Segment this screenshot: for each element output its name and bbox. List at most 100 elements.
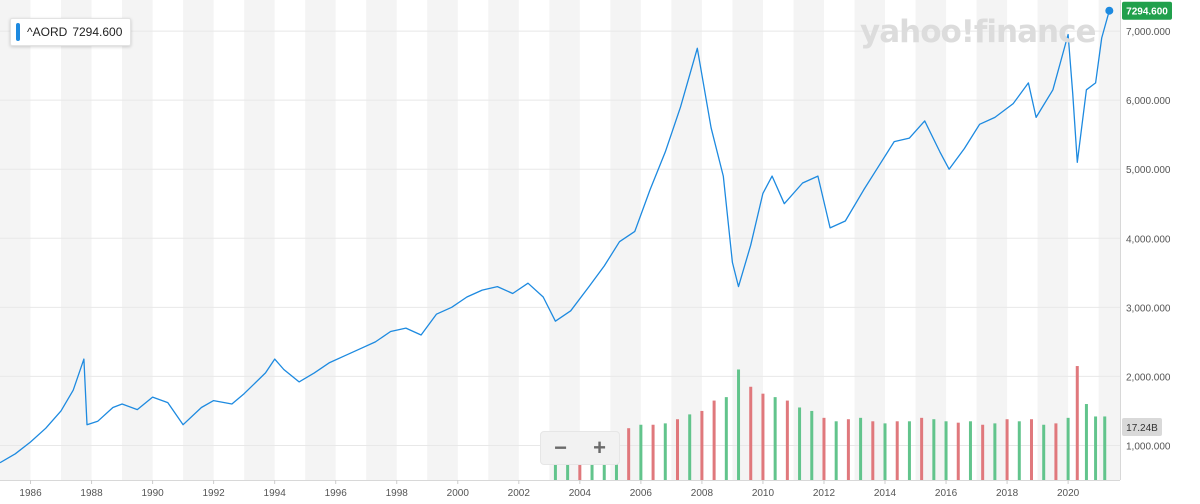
volume-bar xyxy=(1042,425,1045,480)
volume-bar xyxy=(1067,418,1070,480)
y-tick-label: 3,000.000 xyxy=(1126,303,1171,314)
year-band xyxy=(793,0,824,480)
volume-bar xyxy=(835,421,838,480)
x-tick-label: 1990 xyxy=(141,488,164,499)
volume-bar xyxy=(896,421,899,480)
x-tick-label: 2000 xyxy=(447,488,470,499)
volume-bar xyxy=(969,421,972,480)
year-band xyxy=(183,0,214,480)
year-band xyxy=(305,0,336,480)
zoom-in-button[interactable]: + xyxy=(585,433,615,463)
year-band xyxy=(854,0,885,480)
volume-bar xyxy=(957,423,960,480)
year-band xyxy=(671,0,702,480)
volume-bar xyxy=(786,401,789,480)
x-tick-label: 1998 xyxy=(386,488,409,499)
volume-bar xyxy=(945,421,948,480)
volume-bar xyxy=(1030,419,1033,480)
x-tick-label: 2020 xyxy=(1057,488,1080,499)
y-axis: 1,000.000 2,000.000 3,000.000 4,000.000 5,00… xyxy=(1121,0,1171,480)
x-axis: 1986 1988 1990 1992 1994 1996 1998 2000 2002 2004… xyxy=(0,480,1120,499)
x-tick-label: 2002 xyxy=(508,488,531,499)
volume-bar xyxy=(1076,366,1079,480)
last-price-marker xyxy=(1105,7,1113,15)
value-badges: 7294.600 17.24B xyxy=(1122,2,1172,436)
y-tick-label: 7,000.000 xyxy=(1126,27,1171,38)
series-color-marker xyxy=(16,23,20,41)
volume-bar xyxy=(1085,404,1088,480)
x-tick-label: 2018 xyxy=(996,488,1019,499)
volume-bar xyxy=(981,425,984,480)
volume-bar xyxy=(810,411,813,480)
volume-bar xyxy=(847,419,850,480)
volume-bar xyxy=(908,421,911,480)
year-band xyxy=(732,0,763,480)
year-band xyxy=(610,0,641,480)
year-bands xyxy=(0,0,1120,480)
yahoo-finance-logo: yahoo!finance xyxy=(860,14,1096,50)
y-tick-label: 4,000.000 xyxy=(1126,234,1171,245)
volume-bar xyxy=(700,411,703,480)
ticker-price: 7294.600 xyxy=(72,25,122,39)
volume-bar xyxy=(884,423,887,480)
volume-bar xyxy=(822,418,825,480)
year-band xyxy=(244,0,275,480)
y-tick-label: 5,000.000 xyxy=(1126,165,1171,176)
year-band xyxy=(1099,0,1120,480)
volume-bar xyxy=(652,425,655,480)
x-tick-label: 1996 xyxy=(325,488,348,499)
ticker-symbol: ^AORD xyxy=(27,25,67,39)
year-band xyxy=(61,0,92,480)
year-band xyxy=(427,0,458,480)
year-band xyxy=(549,0,580,480)
volume-bar xyxy=(688,414,691,480)
zoom-out-button[interactable]: − xyxy=(546,433,576,463)
year-band xyxy=(977,0,1008,480)
y-tick-label: 1,000.000 xyxy=(1126,441,1171,452)
year-band xyxy=(916,0,947,480)
volume-bar xyxy=(993,423,996,480)
volume-bar xyxy=(932,419,935,480)
volume-bar xyxy=(737,369,740,480)
volume-bar xyxy=(859,418,862,480)
x-tick-label: 2012 xyxy=(813,488,836,499)
volume-badge-label: 17.24B xyxy=(1126,423,1158,434)
volume-bar xyxy=(627,428,630,480)
volume-bar xyxy=(1094,416,1097,480)
volume-bar xyxy=(920,418,923,480)
volume-bar xyxy=(1018,421,1021,480)
x-tick-label: 1988 xyxy=(80,488,103,499)
price-badge-label: 7294.600 xyxy=(1126,7,1168,18)
x-tick-label: 2016 xyxy=(935,488,958,499)
year-band xyxy=(0,0,31,480)
year-band xyxy=(122,0,153,480)
ticker-legend[interactable]: ^AORD 7294.600 xyxy=(10,18,131,46)
year-band xyxy=(366,0,397,480)
year-band xyxy=(488,0,519,480)
volume-bar xyxy=(871,421,874,480)
volume-bar xyxy=(1054,423,1057,480)
volume-bar xyxy=(1103,416,1106,480)
x-tick-label: 2014 xyxy=(874,488,897,499)
volume-bar xyxy=(749,387,752,480)
volume-bar xyxy=(676,419,679,480)
y-tick-label: 6,000.000 xyxy=(1126,96,1171,107)
x-tick-label: 1992 xyxy=(202,488,225,499)
volume-bar xyxy=(774,397,777,480)
volume-bar xyxy=(713,401,716,480)
x-tick-label: 2006 xyxy=(630,488,653,499)
volume-bar xyxy=(761,394,764,480)
volume-bar xyxy=(639,425,642,480)
x-tick-label: 1986 xyxy=(19,488,42,499)
x-tick-label: 1994 xyxy=(264,488,287,499)
year-band xyxy=(1038,0,1069,480)
volume-bar xyxy=(664,423,667,480)
y-tick-label: 2,000.000 xyxy=(1126,372,1171,383)
x-tick-label: 2010 xyxy=(752,488,775,499)
zoom-controls: − + xyxy=(540,431,620,465)
volume-bar xyxy=(798,407,801,480)
volume-bar xyxy=(1006,419,1009,480)
x-tick-label: 2004 xyxy=(569,488,592,499)
price-chart[interactable]: 1,000.000 2,000.000 3,000.000 4,000.000 5,00… xyxy=(0,0,1200,504)
volume-bar xyxy=(725,397,728,480)
